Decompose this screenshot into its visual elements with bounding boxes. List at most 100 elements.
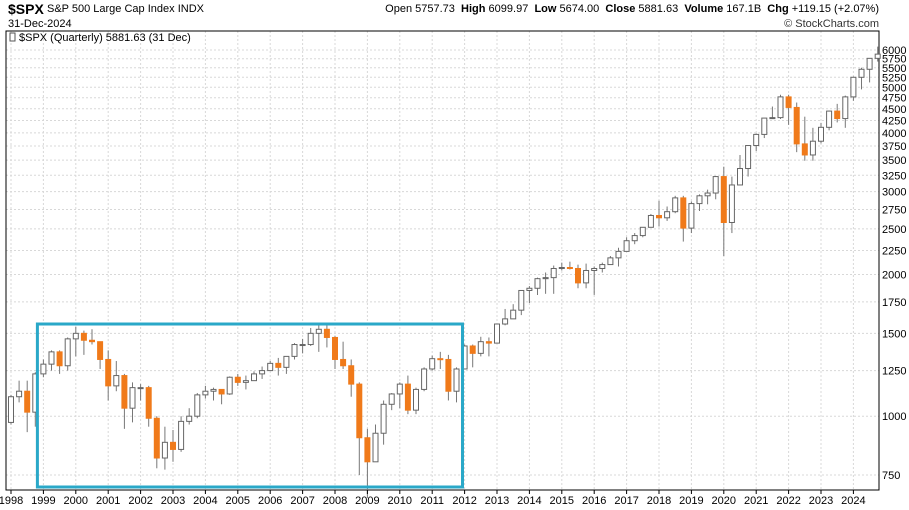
- candles: [8, 46, 881, 499]
- x-tick-label: 1998: [0, 495, 23, 507]
- candle: [24, 380, 31, 433]
- y-tick-label: 5000: [882, 82, 906, 94]
- candle-body: [647, 214, 654, 228]
- candle-body: [40, 363, 47, 375]
- candle-body: [348, 365, 355, 385]
- candle: [785, 94, 792, 125]
- candle-body: [534, 278, 541, 289]
- candle: [48, 350, 55, 371]
- candle: [161, 426, 168, 470]
- candle-body: [372, 432, 379, 463]
- candle-body: [178, 420, 185, 450]
- candle: [437, 351, 444, 369]
- candle: [607, 255, 614, 266]
- candle-body: [680, 197, 687, 229]
- y-tick-label: 4750: [882, 93, 906, 105]
- candle: [332, 336, 338, 369]
- x-tick-label: 2003: [161, 495, 185, 507]
- candle-body: [801, 143, 808, 156]
- candle: [194, 393, 201, 419]
- y-tick-label: 6000: [882, 45, 906, 57]
- candle-body: [704, 192, 711, 197]
- candle: [404, 375, 411, 415]
- candle-body: [720, 176, 727, 223]
- candle-body: [777, 96, 784, 119]
- candle: [809, 127, 816, 161]
- candle: [356, 382, 363, 475]
- candle: [72, 326, 79, 357]
- candle-body: [421, 368, 428, 390]
- candle: [558, 262, 565, 271]
- candle-body: [210, 388, 217, 392]
- candle-body: [494, 323, 500, 344]
- candle-body: [583, 269, 590, 284]
- candle: [575, 264, 581, 289]
- candle-body: [145, 387, 152, 419]
- candle: [801, 116, 808, 161]
- candle: [842, 95, 849, 128]
- chg-value: +119.15 (+2.07%): [791, 3, 879, 15]
- candle: [413, 387, 419, 415]
- candle-body: [89, 339, 95, 343]
- candle-body: [842, 96, 849, 120]
- candle-body: [8, 396, 14, 423]
- candle-body: [469, 345, 476, 354]
- candle-body: [275, 362, 282, 368]
- candle: [769, 106, 776, 120]
- symbol-name: S&P 500 Large Cap Index: [47, 3, 175, 15]
- candle-body: [56, 351, 63, 367]
- low-value: 5674.00: [559, 3, 600, 15]
- candle-body: [485, 341, 492, 344]
- candle: [550, 265, 557, 294]
- candle-body: [623, 240, 630, 252]
- candle: [267, 361, 274, 372]
- legend-candle-icon: [9, 32, 16, 42]
- open-value: 5757.73: [415, 3, 455, 15]
- candle-body: [445, 358, 452, 392]
- candle: [170, 429, 176, 462]
- x-tick-label: 2002: [128, 495, 152, 507]
- candle: [818, 122, 824, 144]
- candle: [421, 367, 428, 392]
- candle: [234, 373, 241, 386]
- candle: [534, 277, 541, 295]
- candle: [631, 233, 638, 245]
- candle-body: [242, 380, 249, 383]
- x-tick-label: 2012: [452, 495, 476, 507]
- legend: $SPX (Quarterly) 5881.63 (31 Dec): [9, 32, 191, 44]
- plot-frame: [5, 30, 880, 491]
- candle-body: [153, 417, 160, 459]
- x-tick-label: 2016: [582, 495, 606, 507]
- candle: [40, 359, 47, 378]
- candle: [656, 200, 662, 227]
- candle: [445, 354, 452, 401]
- candle-body: [299, 344, 306, 347]
- candle: [372, 424, 379, 463]
- candle: [315, 325, 322, 352]
- x-tick-label: 2021: [744, 495, 768, 507]
- candle: [226, 376, 233, 395]
- x-tick-label: 1999: [31, 495, 55, 507]
- candle: [850, 76, 857, 101]
- symbol-name-line: S&P 500 Large Cap Index INDX: [47, 3, 204, 15]
- x-tick-label: 2022: [776, 495, 800, 507]
- candle: [186, 408, 193, 425]
- x-tick-label: 2024: [841, 495, 865, 507]
- candle: [145, 385, 152, 427]
- x-tick-label: 2004: [193, 495, 217, 507]
- x-tick-label: 2019: [679, 495, 703, 507]
- candle-body: [283, 355, 290, 368]
- candle-body: [745, 145, 752, 170]
- candle-body: [413, 388, 419, 411]
- candle: [737, 154, 743, 186]
- candle-body: [761, 117, 768, 135]
- candle-body: [834, 110, 841, 120]
- candle-body: [113, 375, 120, 387]
- candle: [210, 387, 217, 401]
- candle: [485, 337, 492, 357]
- candle-body: [639, 226, 646, 237]
- candle-body: [712, 176, 719, 194]
- candle-body: [186, 415, 193, 422]
- high-label: High: [461, 3, 486, 15]
- candle-body: [631, 235, 638, 242]
